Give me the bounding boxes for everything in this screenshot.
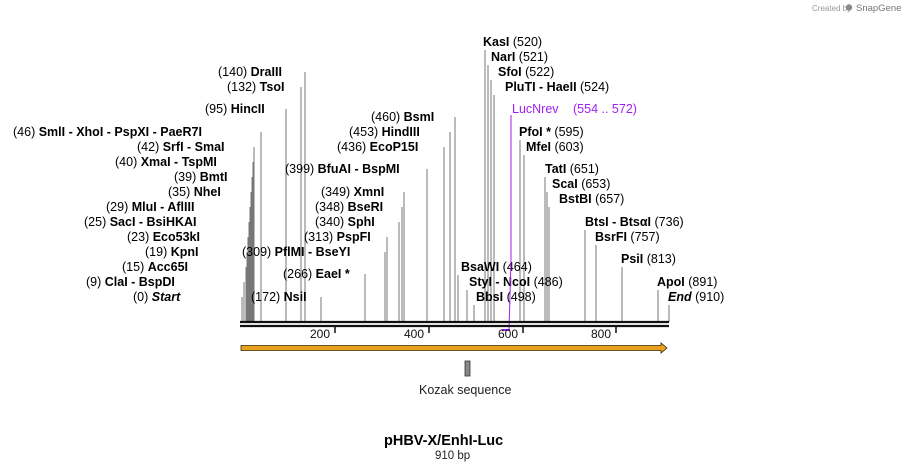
site-label-btsi[interactable]: BtsI - BtsαI (736): [585, 215, 684, 229]
site-label-pspfi[interactable]: (313) PspFI: [304, 230, 371, 244]
site-label-sphi[interactable]: (340) SphI: [315, 215, 375, 229]
site-labels: (0) Start(9) ClaI - BspDI(15) Acc65I(19)…: [13, 35, 724, 304]
site-label-styi[interactable]: StyI - NcoI (486): [469, 275, 563, 289]
kozak-feature-box: [464, 360, 471, 377]
snapgene-logo-icon: [845, 4, 853, 11]
site-label-eaei[interactable]: (266) EaeI *: [283, 267, 350, 281]
kozak-feature-label: Kozak sequence: [419, 383, 511, 397]
site-label-bsawi[interactable]: BsaWI (464): [461, 260, 532, 274]
site-label-bsmi[interactable]: (460) BsmI: [371, 110, 434, 124]
site-label-xmni[interactable]: (349) XmnI: [321, 185, 384, 199]
site-label-bstbi[interactable]: BstBI (657): [559, 192, 624, 206]
site-label-end[interactable]: End (910): [668, 290, 724, 304]
site-label-acc65i[interactable]: (15) Acc65I: [122, 260, 188, 274]
site-label-tsoi[interactable]: (132) TsoI: [227, 80, 284, 94]
kozak-feature[interactable]: Kozak sequence: [419, 360, 511, 397]
site-label-bsrfi[interactable]: BsrFI (757): [595, 230, 660, 244]
site-label-nsii[interactable]: (172) NsiI: [251, 290, 307, 304]
site-connectors: [241, 50, 670, 322]
site-label-hincii[interactable]: (95) HincII: [205, 102, 265, 116]
site-label-xmai[interactable]: (40) XmaI - TspMI: [115, 155, 217, 169]
primer-connector-lower: [508, 259, 512, 331]
site-label-saci[interactable]: (25) SacI - BsiHKAI: [84, 215, 197, 229]
scale-label-600: 600: [498, 327, 518, 341]
snapgene-credit: Created by SnapGene: [812, 3, 901, 14]
credit-brand: SnapGene: [856, 3, 901, 14]
site-label-mfei[interactable]: MfeI (603): [526, 140, 584, 154]
site-label-mlui[interactable]: (29) MluI - AflIII: [106, 200, 194, 214]
site-label-hindiii[interactable]: (453) HindIII: [349, 125, 420, 139]
site-label-pluti[interactable]: PluTI - HaeII (524): [505, 80, 609, 94]
sequence-direction-arrow: [240, 342, 668, 354]
map-title: pHBV-X/EnhI-Luc: [384, 433, 503, 449]
site-label-smli[interactable]: (46) SmlI - XhoI - PspXI - PaeR7I: [13, 125, 202, 139]
site-label-sfoi[interactable]: SfoI (522): [498, 65, 554, 79]
site-label-nari[interactable]: NarI (521): [491, 50, 548, 64]
sequence-backbone: 200 400 600 800: [240, 320, 669, 341]
site-label-bmti[interactable]: (39) BmtI: [174, 170, 227, 184]
primer-name: LucNrev: [512, 102, 559, 116]
site-label-start[interactable]: (0) Start: [133, 290, 181, 304]
primer-range: (554 .. 572): [573, 102, 637, 116]
site-label-scai[interactable]: ScaI (653): [552, 177, 610, 191]
site-label-pflmi[interactable]: (309) PflMI - BseYI: [242, 245, 350, 259]
site-label-bfuai[interactable]: (399) BfuAI - BspMI: [285, 162, 400, 176]
site-label-draiii[interactable]: (140) DraIII: [218, 65, 282, 79]
scale-label-800: 800: [591, 327, 611, 341]
site-label-pfoi[interactable]: PfoI * (595): [519, 125, 584, 139]
credit-prefix: Created by: [812, 4, 851, 13]
site-label-psii[interactable]: PsiI (813): [621, 252, 676, 266]
site-label-ecop15i[interactable]: (436) EcoP15I: [337, 140, 418, 154]
site-label-srfi[interactable]: (42) SrfI - SmaI: [137, 140, 225, 154]
scale-label-400: 400: [404, 327, 424, 341]
site-label-tati[interactable]: TatI (651): [545, 162, 599, 176]
scale-label-200: 200: [310, 327, 330, 341]
site-label-kasi[interactable]: KasI (520): [483, 35, 542, 49]
map-length: 910 bp: [435, 450, 470, 462]
site-label-apoi[interactable]: ApoI (891): [657, 275, 717, 289]
primer-lucnrev[interactable]: LucNrev (554 .. 572): [502, 102, 637, 331]
site-label-kpni[interactable]: (19) KpnI: [145, 245, 198, 259]
site-label-eco53ki[interactable]: (23) Eco53kI: [127, 230, 200, 244]
site-label-bseri[interactable]: (348) BseRI: [315, 200, 383, 214]
site-label-clai[interactable]: (9) ClaI - BspDI: [86, 275, 175, 289]
site-label-bbsi[interactable]: BbsI (498): [476, 290, 536, 304]
site-label-nhei[interactable]: (35) NheI: [168, 185, 221, 199]
